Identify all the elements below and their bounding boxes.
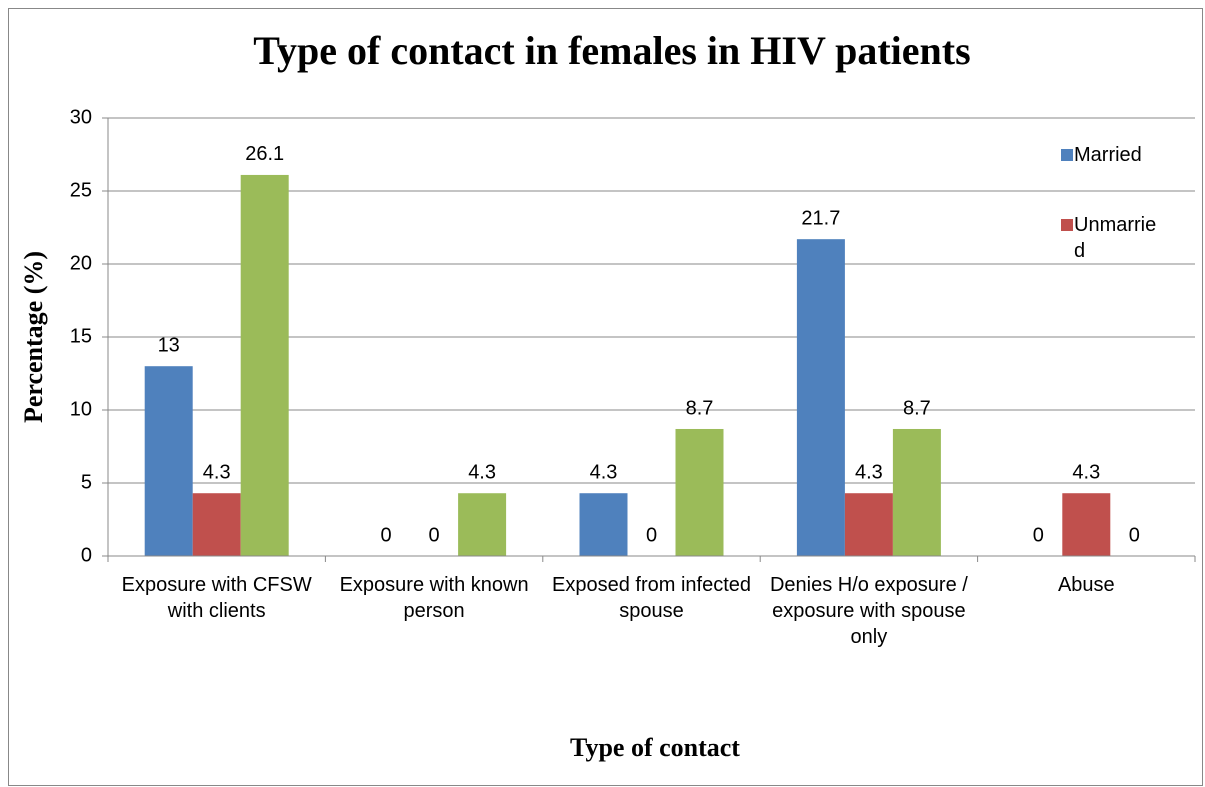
legend-label-box: Unmarried xyxy=(1074,214,1157,262)
data-label: 0 xyxy=(381,524,392,546)
x-tick-label-box: Denies H/o exposure / exposure with spou… xyxy=(769,574,968,648)
y-tick-label: 10 xyxy=(70,398,92,420)
bar xyxy=(579,493,628,556)
x-tick-label: Exposed from infected spouse xyxy=(552,574,751,622)
bar xyxy=(458,493,507,556)
x-tick-label: Denies H/o exposure / exposure with spou… xyxy=(769,574,968,648)
x-tick-label: Exposure with known person xyxy=(339,574,529,622)
x-tick-label: Exposure with CFSW with clients xyxy=(121,574,312,622)
legend-swatch xyxy=(1061,149,1073,161)
y-tick-label: 30 xyxy=(70,106,92,128)
y-tick-label: 5 xyxy=(81,471,92,493)
data-label: 0 xyxy=(429,524,440,546)
y-tick-label: 20 xyxy=(70,252,92,274)
legend-label: Married xyxy=(1074,144,1142,166)
data-label: 26.1 xyxy=(245,143,284,165)
y-axis-title: Percentage (%) xyxy=(19,251,48,423)
data-label: 8.7 xyxy=(903,397,931,419)
data-label: 13 xyxy=(158,334,180,356)
data-label: 0 xyxy=(646,524,657,546)
bar xyxy=(1062,493,1111,556)
y-tick-label: 25 xyxy=(70,179,92,201)
data-label: 4.3 xyxy=(203,462,231,484)
legend-label: Unmarried xyxy=(1074,214,1157,262)
bar xyxy=(144,366,193,556)
chart-border xyxy=(8,8,1203,786)
bar xyxy=(796,239,845,556)
chart-title: Type of contact in females in HIV patien… xyxy=(253,28,970,73)
y-tick-label: 0 xyxy=(81,544,92,566)
data-label: 4.3 xyxy=(1072,462,1100,484)
data-label: 0 xyxy=(1033,524,1044,546)
data-label: 8.7 xyxy=(686,397,714,419)
x-axis-title: Type of contact xyxy=(570,733,740,762)
x-tick-label-box: Abuse xyxy=(1057,574,1115,596)
legend-swatch xyxy=(1061,219,1073,231)
y-tick-label: 15 xyxy=(70,325,92,347)
x-tick-label-box: Exposure with CFSW with clients xyxy=(121,574,312,622)
data-label: 0 xyxy=(1129,524,1140,546)
data-label: 4.3 xyxy=(855,462,883,484)
x-tick-label-box: Exposed from infected spouse xyxy=(552,574,751,622)
bar xyxy=(240,174,289,556)
x-tick-label-box: Exposure with known person xyxy=(339,574,529,622)
bar xyxy=(892,428,941,556)
x-tick-label: Abuse xyxy=(1057,574,1115,596)
data-label: 4.3 xyxy=(468,462,496,484)
data-label: 4.3 xyxy=(590,462,618,484)
bar xyxy=(192,493,241,556)
legend-label-box: Married xyxy=(1074,144,1142,166)
data-label: 21.7 xyxy=(801,207,840,229)
bar xyxy=(844,493,893,556)
bar xyxy=(675,428,724,556)
